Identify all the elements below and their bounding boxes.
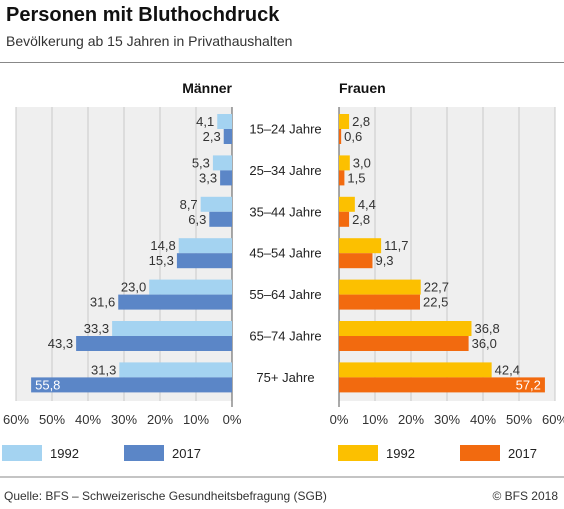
right-tick-label: 40% <box>470 412 496 427</box>
right-tick-label: 30% <box>434 412 460 427</box>
right-value-label: 42,4 <box>495 362 520 377</box>
right-bar-2017 <box>339 377 545 393</box>
left-bar-2017 <box>223 129 232 144</box>
right-bar-2017 <box>339 211 350 227</box>
left-bar-2017 <box>209 211 232 227</box>
legend-men-2017-swatch <box>124 445 164 461</box>
category-label: 15–24 Jahre <box>249 122 321 137</box>
left-value-label: 5,3 <box>192 155 210 170</box>
right-value-label: 2,8 <box>352 212 370 227</box>
left-value-label: 31,3 <box>91 362 116 377</box>
right-bar-1992 <box>339 155 350 171</box>
left-bar-2017 <box>31 377 233 393</box>
right-bar-1992 <box>339 238 382 254</box>
legend-women-2017-label: 2017 <box>508 446 537 461</box>
left-value-label: 8,7 <box>180 197 198 212</box>
left-tick-label: 30% <box>111 412 137 427</box>
right-value-label: 22,7 <box>424 280 449 295</box>
left-value-label: 6,3 <box>188 212 206 227</box>
right-value-label: 3,0 <box>353 155 371 170</box>
panel-title-frauen: Frauen <box>339 80 386 96</box>
category-label: 45–54 Jahre <box>249 246 321 261</box>
left-value-label: 31,6 <box>90 295 115 310</box>
category-label: 75+ Jahre <box>256 370 314 385</box>
left-tick-label: 10% <box>183 412 209 427</box>
left-value-label: 3,3 <box>199 170 217 185</box>
legend-women-2017-swatch <box>460 445 500 461</box>
source-note: Quelle: BFS – Schweizerische Gesundheits… <box>4 489 327 503</box>
left-value-label: 23,0 <box>121 280 146 295</box>
left-tick-label: 0% <box>223 412 242 427</box>
right-bar-2017 <box>339 170 345 186</box>
left-bar-1992 <box>119 362 232 378</box>
right-tick-label: 10% <box>362 412 388 427</box>
right-value-label: 4,4 <box>358 197 376 212</box>
panel-title-maenner: Männer <box>182 80 232 96</box>
right-bar-1992 <box>339 196 355 212</box>
right-tick-label: 20% <box>398 412 424 427</box>
right-bar-2017 <box>339 129 342 144</box>
chart-title: Personen mit Bluthochdruck <box>6 4 280 26</box>
right-value-label: 36,0 <box>472 336 497 351</box>
left-bar-1992 <box>200 196 232 212</box>
legend-men-1992-swatch <box>2 445 42 461</box>
category-label: 35–44 Jahre <box>249 204 321 219</box>
right-bar-2017 <box>339 336 469 351</box>
right-bar-1992 <box>339 114 350 129</box>
right-value-label: 22,5 <box>423 295 448 310</box>
right-value-label: 57,2 <box>516 377 541 392</box>
legend-men-1992-label: 1992 <box>50 446 79 461</box>
right-value-label: 36,8 <box>474 321 499 336</box>
left-value-label: 55,8 <box>35 377 60 392</box>
left-bar-2017 <box>76 336 233 351</box>
left-value-label: 33,3 <box>84 321 109 336</box>
legend-women-1992-label: 1992 <box>386 446 415 461</box>
right-bar-2017 <box>339 253 373 269</box>
left-bar-1992 <box>149 279 232 295</box>
right-value-label: 11,7 <box>384 238 408 253</box>
right-bar-1992 <box>339 321 472 336</box>
category-label: 55–64 Jahre <box>249 287 321 302</box>
left-bar-2017 <box>176 253 232 269</box>
left-tick-label: 60% <box>3 412 29 427</box>
left-value-label: 4,1 <box>196 114 214 129</box>
right-bar-1992 <box>339 362 492 378</box>
left-bar-2017 <box>220 170 232 186</box>
right-tick-label: 60% <box>542 412 564 427</box>
left-bar-1992 <box>217 114 232 129</box>
right-value-label: 2,8 <box>352 114 370 129</box>
left-tick-label: 50% <box>39 412 65 427</box>
left-tick-label: 20% <box>147 412 173 427</box>
category-label: 25–34 Jahre <box>249 163 321 178</box>
left-value-label: 2,3 <box>203 129 221 144</box>
left-bar-1992 <box>212 155 232 171</box>
category-label: 65–74 Jahre <box>249 329 321 344</box>
legend-women-1992-swatch <box>338 445 378 461</box>
right-bar-1992 <box>339 279 421 295</box>
right-value-label: 1,5 <box>347 170 365 185</box>
left-bar-2017 <box>118 294 232 310</box>
left-value-label: 15,3 <box>149 253 174 268</box>
left-value-label: 43,3 <box>48 336 73 351</box>
right-value-label: 0,6 <box>344 129 362 144</box>
header-divider <box>0 62 564 63</box>
right-value-label: 9,3 <box>375 253 393 268</box>
left-bar-1992 <box>112 321 232 336</box>
left-value-label: 14,8 <box>150 238 175 253</box>
right-tick-label: 0% <box>330 412 349 427</box>
left-bar-1992 <box>178 238 232 254</box>
right-bar-2017 <box>339 294 420 310</box>
copyright-note: © BFS 2018 <box>492 489 558 503</box>
left-tick-label: 40% <box>75 412 101 427</box>
chart-subtitle: Bevölkerung ab 15 Jahren in Privathausha… <box>6 33 293 49</box>
legend-men-2017-label: 2017 <box>172 446 201 461</box>
right-tick-label: 50% <box>506 412 532 427</box>
